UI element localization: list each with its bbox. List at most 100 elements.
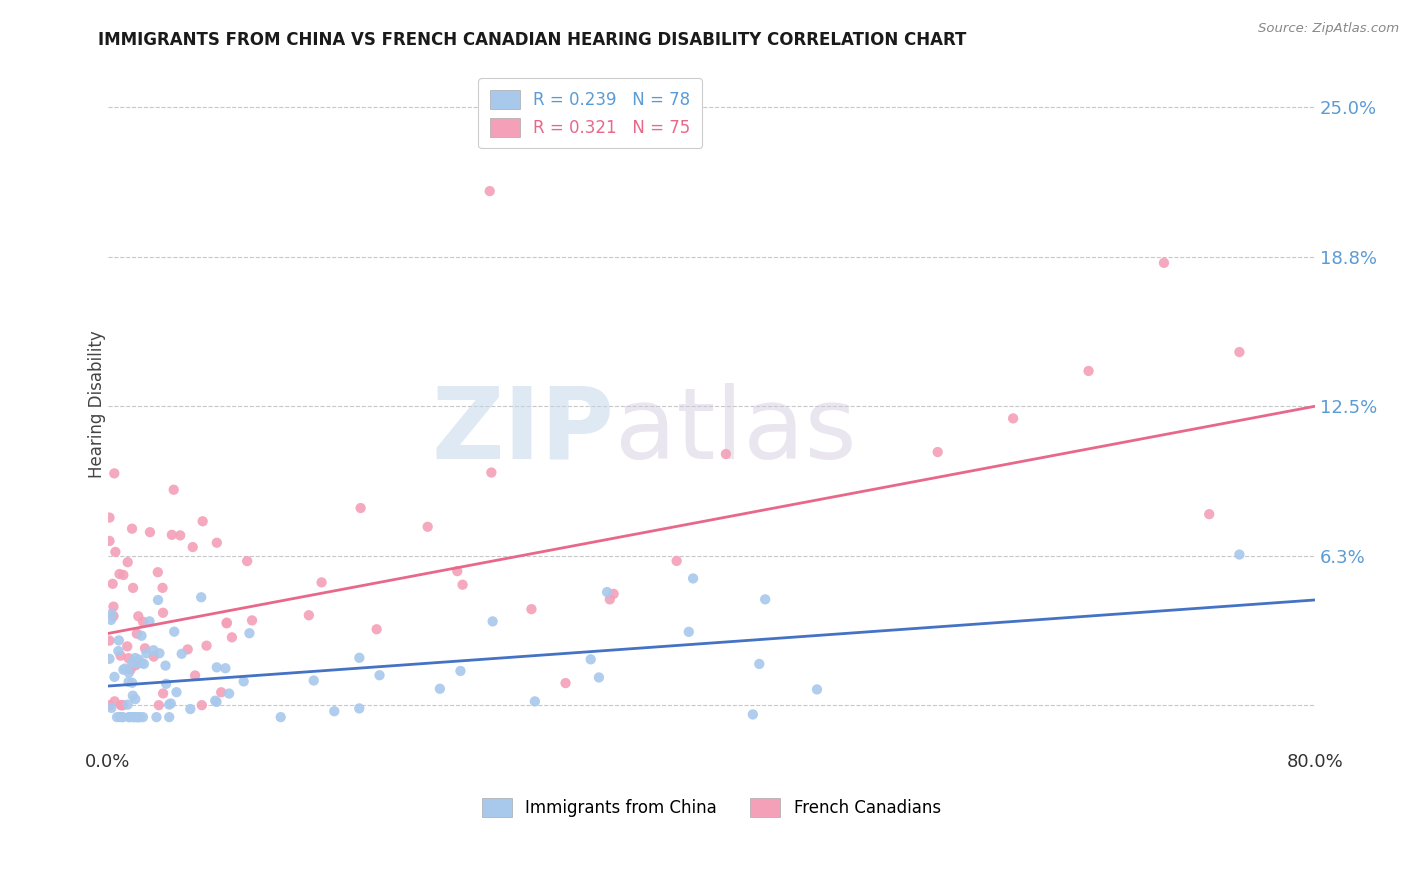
Point	[323, 704, 346, 718]
Point	[682, 571, 704, 585]
Point	[579, 652, 602, 666]
Point	[166, 685, 188, 699]
Point	[112, 663, 135, 677]
Text: Source: ZipAtlas.com: Source: ZipAtlas.com	[1258, 22, 1399, 36]
Point	[205, 660, 228, 674]
Point	[148, 646, 170, 660]
Point	[122, 710, 145, 724]
Point	[205, 535, 228, 549]
Point	[103, 599, 125, 614]
Point	[191, 698, 214, 713]
Point	[132, 615, 155, 629]
Point	[132, 710, 155, 724]
Point	[124, 692, 146, 706]
Point	[449, 664, 471, 678]
Point	[131, 656, 153, 670]
Point	[209, 685, 232, 699]
Point	[215, 615, 238, 630]
Legend: Immigrants from China, French Canadians: Immigrants from China, French Canadians	[475, 791, 948, 823]
Point	[127, 609, 149, 624]
Point	[108, 633, 131, 648]
Point	[741, 707, 763, 722]
Point	[111, 698, 134, 713]
Point	[122, 581, 145, 595]
Point	[479, 466, 502, 480]
Point	[98, 533, 121, 548]
Point	[429, 681, 451, 696]
Point	[139, 525, 162, 540]
Point	[111, 698, 134, 713]
Point	[520, 602, 543, 616]
Point	[163, 624, 186, 639]
Point	[145, 710, 167, 724]
Point	[160, 528, 183, 542]
Point	[191, 514, 214, 528]
Point	[152, 581, 174, 595]
Text: atlas: atlas	[614, 383, 856, 480]
Point	[204, 694, 226, 708]
Point	[152, 606, 174, 620]
Point	[599, 592, 621, 607]
Point	[117, 640, 139, 654]
Point	[416, 520, 439, 534]
Point	[128, 710, 150, 724]
Point	[588, 670, 610, 684]
Point	[554, 676, 576, 690]
Point	[214, 661, 236, 675]
Point	[118, 710, 141, 724]
Point	[128, 710, 150, 724]
Point	[100, 613, 122, 627]
Point	[107, 644, 129, 658]
Point	[179, 702, 201, 716]
Point	[103, 609, 125, 624]
Point	[218, 687, 240, 701]
Point	[159, 697, 181, 711]
Point	[157, 698, 180, 712]
Point	[114, 661, 136, 675]
Point	[221, 631, 243, 645]
Point	[125, 710, 148, 724]
Point	[152, 686, 174, 700]
Point	[523, 694, 546, 708]
Point	[451, 578, 474, 592]
Point	[602, 587, 624, 601]
Point	[481, 615, 503, 629]
Point	[135, 646, 157, 660]
Point	[98, 698, 121, 713]
Point	[240, 613, 263, 627]
Point	[132, 657, 155, 671]
Point	[100, 607, 122, 621]
Point	[125, 657, 148, 671]
Point	[117, 555, 139, 569]
Point	[366, 622, 388, 636]
Point	[157, 710, 180, 724]
Point	[117, 698, 139, 712]
Point	[270, 710, 292, 724]
Point	[446, 564, 468, 578]
Point	[108, 710, 131, 724]
Point	[122, 710, 145, 724]
Point	[118, 665, 141, 680]
Point	[124, 651, 146, 665]
Point	[1002, 411, 1025, 425]
Point	[103, 670, 125, 684]
Point	[169, 528, 191, 542]
Point	[138, 615, 160, 629]
Point	[121, 522, 143, 536]
Text: ZIP: ZIP	[432, 383, 614, 480]
Point	[190, 591, 212, 605]
Point	[104, 694, 127, 708]
Point	[754, 592, 776, 607]
Point	[127, 710, 149, 724]
Point	[110, 698, 132, 713]
Point	[146, 593, 169, 607]
Point	[298, 608, 321, 623]
Point	[215, 616, 238, 631]
Point	[163, 483, 186, 497]
Point	[112, 568, 135, 582]
Point	[101, 576, 124, 591]
Point	[146, 566, 169, 580]
Point	[1153, 256, 1175, 270]
Point	[103, 467, 125, 481]
Point	[176, 642, 198, 657]
